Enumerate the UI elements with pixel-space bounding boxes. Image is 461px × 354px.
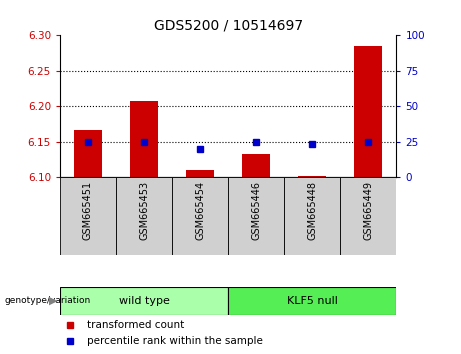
Text: KLF5 null: KLF5 null <box>287 296 338 306</box>
Bar <box>228 177 284 255</box>
Text: GSM665446: GSM665446 <box>251 181 261 240</box>
Bar <box>298 176 326 177</box>
Bar <box>130 101 158 177</box>
Bar <box>284 177 340 255</box>
Text: GSM665451: GSM665451 <box>83 181 93 240</box>
Text: GSM665453: GSM665453 <box>139 181 149 240</box>
Bar <box>340 177 396 255</box>
Bar <box>60 287 228 315</box>
Text: percentile rank within the sample: percentile rank within the sample <box>87 336 263 346</box>
Bar <box>60 177 116 255</box>
Bar <box>116 177 172 255</box>
Text: ▶: ▶ <box>49 296 58 306</box>
Bar <box>186 170 214 177</box>
Text: GSM665449: GSM665449 <box>363 181 373 240</box>
Title: GDS5200 / 10514697: GDS5200 / 10514697 <box>154 19 303 33</box>
Text: GSM665448: GSM665448 <box>307 181 317 240</box>
Bar <box>228 287 396 315</box>
Bar <box>172 177 228 255</box>
Bar <box>242 154 270 177</box>
Text: wild type: wild type <box>118 296 170 306</box>
Bar <box>74 130 102 177</box>
Bar <box>355 46 383 177</box>
Text: genotype/variation: genotype/variation <box>5 296 91 306</box>
Text: transformed count: transformed count <box>87 320 184 330</box>
Text: GSM665454: GSM665454 <box>195 181 205 240</box>
